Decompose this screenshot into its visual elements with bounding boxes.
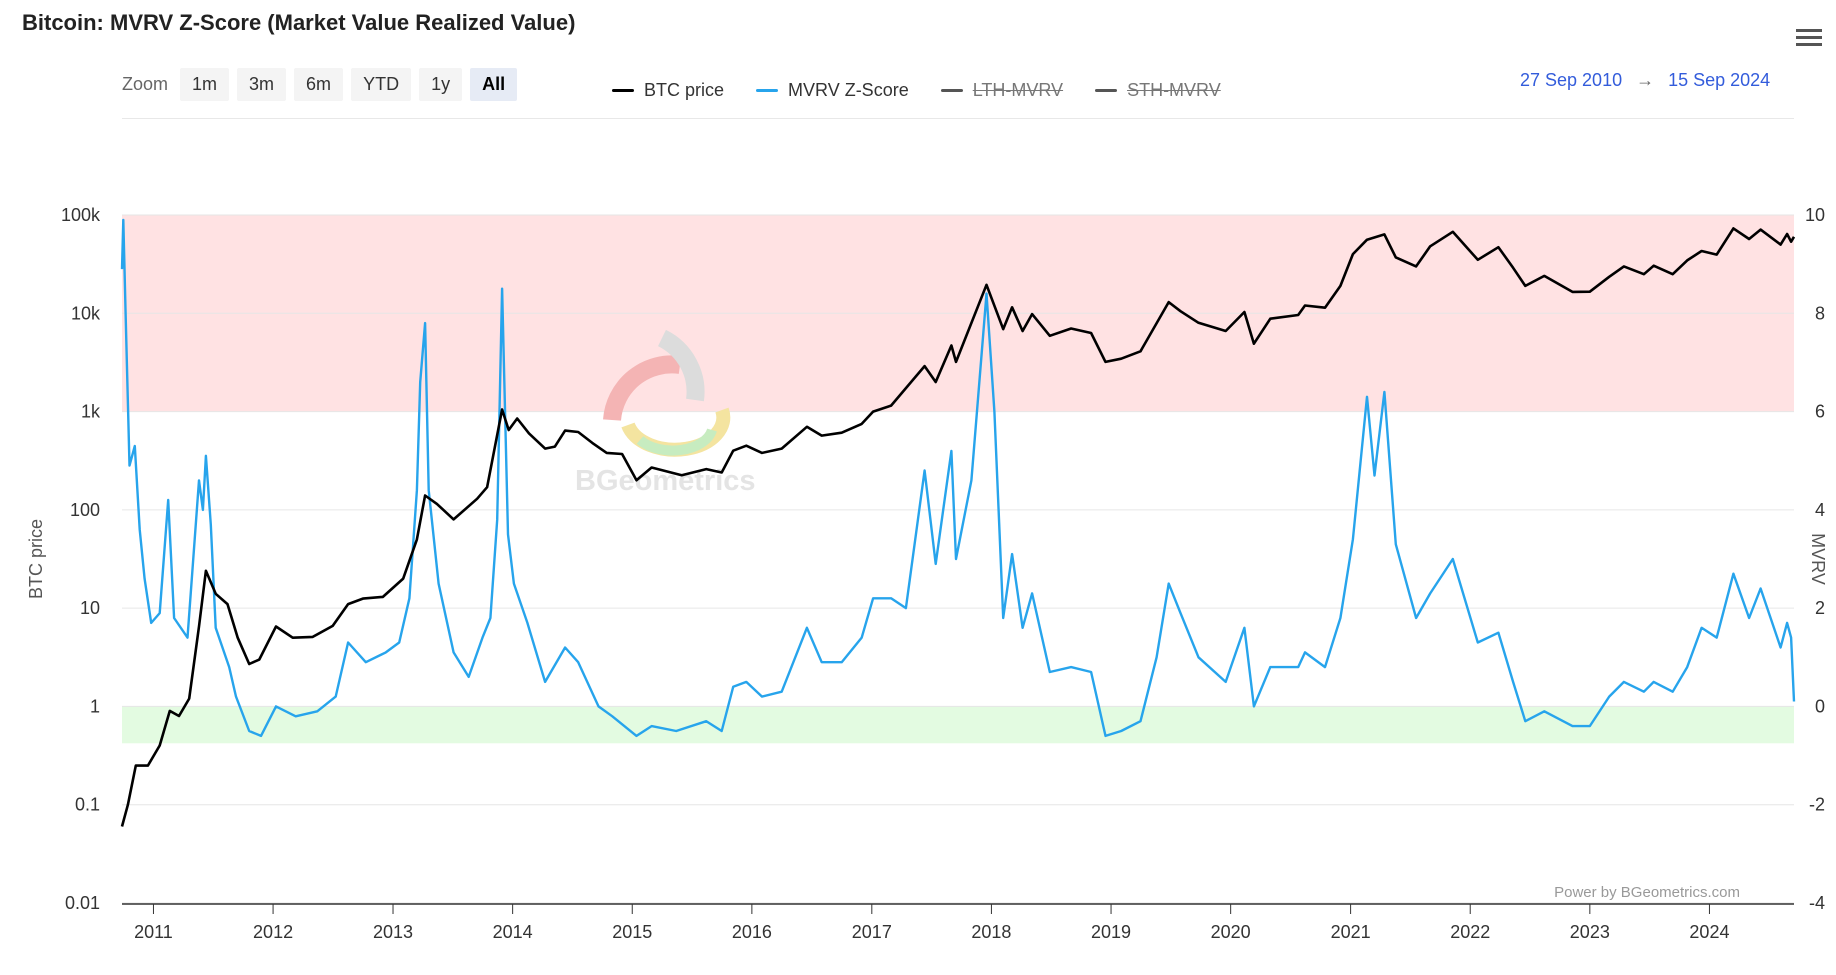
- y-left-tick-label: 0.01: [65, 893, 100, 913]
- x-tick-label: 2012: [253, 922, 293, 942]
- range-to-input[interactable]: 15 Sep 2024: [1668, 70, 1771, 90]
- x-tick-label: 2024: [1689, 922, 1729, 942]
- y-left-tick-label: 10k: [71, 303, 101, 323]
- zoom-controls: Zoom 1m 3m 6m YTD 1y All: [122, 68, 518, 101]
- zoom-3m-button[interactable]: 3m: [237, 68, 287, 101]
- band-undervalued: [122, 706, 1794, 744]
- header-divider: [122, 118, 1794, 119]
- y-right-tick-label: 0: [1815, 696, 1825, 716]
- series-line-mvrv-z-score: [120, 218, 1796, 738]
- x-tick-label: 2015: [612, 922, 652, 942]
- x-tick-label: 2020: [1211, 922, 1251, 942]
- watermark-arc-red: [603, 355, 682, 422]
- legend-swatch-mvrv-z-score: [756, 89, 779, 92]
- range-arrow: →: [1636, 70, 1655, 90]
- zoom-1m-button[interactable]: 1m: [180, 68, 230, 101]
- legend-item-sth-mvrv[interactable]: STH-MVRV: [1095, 80, 1221, 101]
- series-lines: [120, 218, 1796, 827]
- series-line-btc-price: [120, 227, 1796, 827]
- zone-bands: [122, 215, 1794, 744]
- range-from-input[interactable]: 27 Sep 2010: [1520, 70, 1623, 90]
- zoom-6m-button[interactable]: 6m: [294, 68, 344, 101]
- x-tick-label: 2021: [1331, 922, 1371, 942]
- y-left-axis-title: BTC price: [26, 519, 46, 599]
- y-right-tick-label: -4: [1809, 893, 1825, 913]
- legend-label: STH-MVRV: [1127, 80, 1221, 100]
- legend-label: LTH-MVRV: [972, 80, 1064, 100]
- y-right-tick-label: 4: [1815, 500, 1825, 520]
- y-right-tick-label: 8: [1815, 303, 1825, 323]
- legend-swatch-lth-mvrv: [940, 89, 963, 92]
- y-left-tick-label: 100: [70, 500, 100, 520]
- watermark-arc-green: [636, 428, 717, 456]
- zoom-1y-button[interactable]: 1y: [419, 68, 463, 101]
- zoom-ytd-button[interactable]: YTD: [351, 68, 412, 101]
- legend-swatch-btc-price: [612, 89, 634, 92]
- y-left-tick-label: 100k: [61, 205, 101, 225]
- y-right-axis-title: MVRV: [1808, 533, 1828, 585]
- y-right-tick-label: 10: [1805, 205, 1825, 225]
- y-left-tick-label: 1k: [81, 402, 101, 422]
- x-tick-label: 2017: [852, 922, 892, 942]
- date-range: 27 Sep 2010 → 15 Sep 2024: [1520, 70, 1770, 91]
- y-right-tick-label: 2: [1815, 598, 1825, 618]
- credit-text: Power by BGeometrics.com: [1554, 884, 1740, 901]
- x-tick-label: 2011: [134, 922, 173, 942]
- y-left-tick-label: 10: [80, 598, 100, 618]
- chart-title: Bitcoin: MVRV Z-Score (Market Value Real…: [22, 10, 576, 35]
- legend-swatch-sth-mvrv: [1095, 89, 1118, 92]
- legend-label: MVRV Z-Score: [788, 80, 909, 100]
- x-tick-label: 2018: [971, 922, 1011, 942]
- legend-item-btc-price[interactable]: BTC price: [612, 80, 724, 101]
- y-right-tick-label: 6: [1815, 402, 1825, 422]
- y-left-tick-label: 1: [90, 696, 100, 716]
- x-tick-label: 2016: [732, 922, 772, 942]
- legend-item-mvrv-z-score[interactable]: MVRV Z-Score: [756, 80, 909, 101]
- chart-legend: BTC price MVRV Z-Score LTH-MVRV STH-MVRV: [612, 80, 1221, 101]
- legend-label: BTC price: [644, 80, 725, 100]
- legend-item-lth-mvrv[interactable]: LTH-MVRV: [940, 80, 1064, 101]
- x-tick-label: 2014: [493, 922, 533, 942]
- hamburger-menu-icon[interactable]: [1796, 26, 1822, 48]
- x-tick-label: 2019: [1091, 922, 1131, 942]
- axes: 0.01 0.1 1 10 100 1k 10k 100k -4 -2 0 2 4 6 8 10 2011 201…: [26, 205, 1828, 942]
- zoom-label: Zoom: [122, 74, 169, 94]
- y-right-tick-label: -2: [1809, 795, 1825, 815]
- zoom-all-button[interactable]: All: [470, 68, 518, 101]
- x-tick-label: 2022: [1450, 922, 1490, 942]
- x-tick-label: 2013: [373, 922, 413, 942]
- x-tick-label: 2023: [1570, 922, 1610, 942]
- grid-lines: [122, 214, 1794, 904]
- watermark-arc-gray: [657, 329, 705, 402]
- y-left-tick-label: 0.1: [75, 795, 100, 815]
